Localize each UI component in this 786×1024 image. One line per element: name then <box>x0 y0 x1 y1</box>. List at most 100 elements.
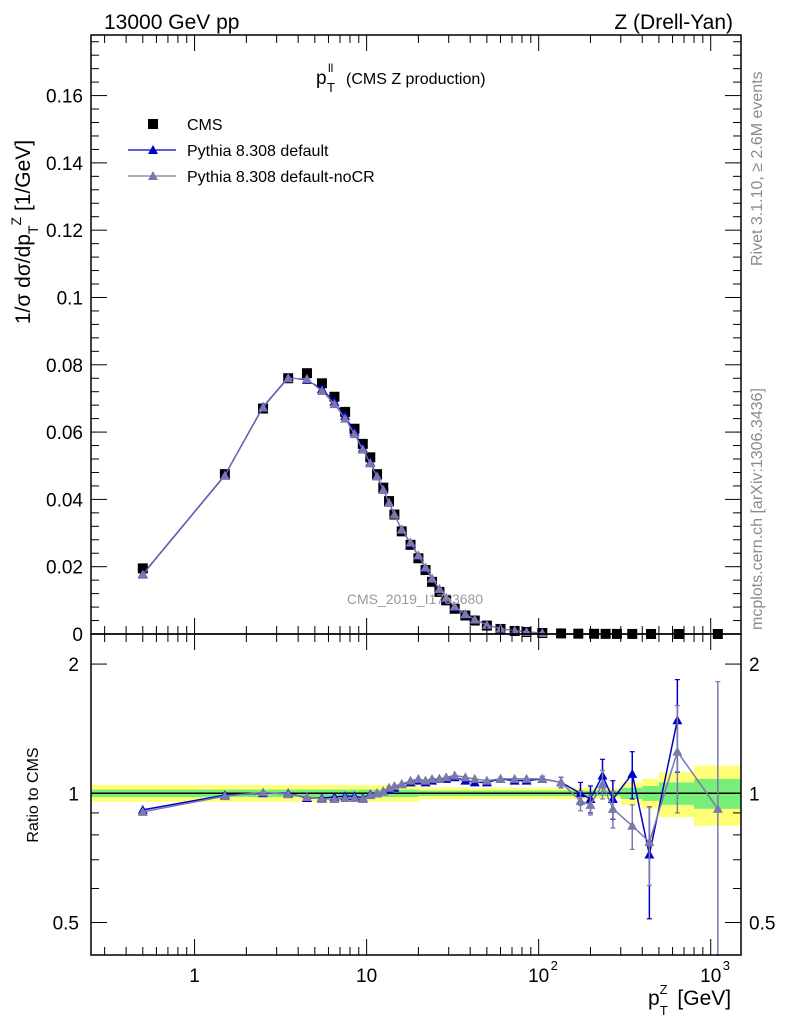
x-tick-label-exp: 3 <box>723 958 730 973</box>
ratio-point-1 <box>644 837 655 847</box>
ratio-y-tick-label: 2 <box>68 655 79 676</box>
ratio-point-1 <box>469 773 480 783</box>
ratio-point-1 <box>575 795 586 805</box>
mc-point-2 <box>329 399 340 409</box>
ratio-point-0 <box>627 768 638 778</box>
ratio-point-1 <box>556 777 567 787</box>
mc-point-2 <box>405 537 416 547</box>
legend-marker <box>148 171 158 180</box>
ratio-point-1 <box>329 793 340 803</box>
mc-point-2 <box>389 509 400 519</box>
ratio-y-tick-label-right: 2 <box>749 655 760 676</box>
title-sub: T <box>327 80 335 95</box>
ratio-point-1 <box>405 775 416 785</box>
x-tick-label-exp: 2 <box>551 958 558 973</box>
mc-point-2 <box>396 524 407 534</box>
legend-marker <box>148 145 158 154</box>
watermark: CMS_2019_I1753680 <box>347 591 483 607</box>
mc-point-2 <box>258 402 269 412</box>
mc-point-2 <box>219 470 230 480</box>
mc-point-2 <box>349 429 360 439</box>
main-title: p ll T (CMS Z production) <box>316 61 486 95</box>
ratio-point-1 <box>258 787 269 797</box>
mc-point-2 <box>434 583 445 593</box>
y-tick-label: 0.04 <box>46 490 83 511</box>
ratio-y-tick-label-right: 0.5 <box>749 913 775 934</box>
ratio-point-1 <box>413 773 424 783</box>
cms-point <box>137 563 148 574</box>
mc-point-2 <box>413 550 424 560</box>
title-rest: (CMS Z production) <box>346 71 486 88</box>
ratio-y-tick-label-right: 1 <box>749 784 760 805</box>
ratio-point-1 <box>427 773 438 783</box>
bottom-frame <box>90 633 742 956</box>
x-tick-label: 10 <box>528 966 549 987</box>
svg-text:pTZ [GeV]: pTZ [GeV] <box>648 982 731 1018</box>
cms-point <box>301 368 312 379</box>
ratio-ylabel: Ratio to CMS <box>25 747 42 842</box>
legend-marker-cms <box>148 119 158 129</box>
cms-point <box>365 452 376 463</box>
mc-point-2 <box>283 373 294 383</box>
ratio-y-tick-label: 0.5 <box>53 913 79 934</box>
y-tick-label: 0.16 <box>46 87 83 108</box>
legend-label: CMS <box>187 117 223 134</box>
ratio-point-1 <box>537 773 548 783</box>
y-tick-label: 0.02 <box>46 558 83 579</box>
ratio-point-1 <box>137 806 148 816</box>
ratio-point-1 <box>627 820 638 830</box>
ratio-point-1 <box>460 772 471 782</box>
ratio-point-1 <box>283 789 294 799</box>
y-tick-label: 0.12 <box>46 221 83 242</box>
mc-point-2 <box>469 614 480 624</box>
y-tick-label: 0 <box>72 625 83 646</box>
mc-point-2 <box>316 386 327 396</box>
ratio-point-1 <box>316 793 327 803</box>
ratio-point-1 <box>712 803 723 813</box>
legend-label: Pythia 8.308 default <box>187 143 329 160</box>
x-tick-label: 10 <box>356 966 377 987</box>
ratio-point-1 <box>389 780 400 790</box>
legend-label: Pythia 8.308 default-noCR <box>187 169 375 186</box>
main-ylabel: 1/σ dσ/dpTZ [1/GeV] <box>8 140 41 324</box>
ratio-point-1 <box>607 803 618 813</box>
mc-point-2 <box>365 458 376 468</box>
ratio-y-tick-label: 1 <box>68 784 79 805</box>
y-tick-label: 0.06 <box>46 423 83 444</box>
x-tick-label: 10 <box>700 966 721 987</box>
y-tick-label: 0.1 <box>57 288 83 309</box>
ratio-point-1 <box>585 799 596 809</box>
ratio-point-1 <box>481 775 492 785</box>
ratio-point-1 <box>509 773 520 783</box>
ratio-point-1 <box>597 779 608 789</box>
mc-point-2 <box>357 444 368 454</box>
mc-point-2 <box>301 373 312 383</box>
ratio-point-1 <box>357 793 368 803</box>
title-main: p <box>316 68 327 89</box>
svg-text:p: p <box>316 68 327 89</box>
ratio-xlabel: pTZ [GeV] <box>648 982 731 1018</box>
title-sup: ll <box>328 61 333 75</box>
mc-point-2 <box>384 497 395 507</box>
mc-point-2 <box>449 601 460 611</box>
ratio-point-1 <box>378 786 389 796</box>
mc-point-2 <box>340 413 351 423</box>
x-tick-label: 1 <box>189 966 200 987</box>
ratio-point-1 <box>219 791 230 801</box>
mc-point-2 <box>378 484 389 494</box>
mc-point-2 <box>441 592 452 602</box>
y-tick-label: 0.08 <box>46 356 83 377</box>
ratio-point-1 <box>349 793 360 803</box>
mc-point-2 <box>420 562 431 572</box>
header-right: Z (Drell-Yan) <box>614 11 733 34</box>
ratio-point-1 <box>672 746 683 756</box>
mc-point-2 <box>137 569 148 579</box>
cms-point <box>329 391 340 402</box>
ratio-point-1 <box>521 773 532 783</box>
mc-point-2 <box>481 619 492 629</box>
mc-point-2 <box>427 573 438 583</box>
mcplots-label: mcplots.cern.ch [arXiv:1306.3436] <box>749 388 766 630</box>
y-tick-label: 0.14 <box>46 154 83 175</box>
rivet-label: Rivet 3.1.10, ≥ 2.6M events <box>749 71 766 266</box>
